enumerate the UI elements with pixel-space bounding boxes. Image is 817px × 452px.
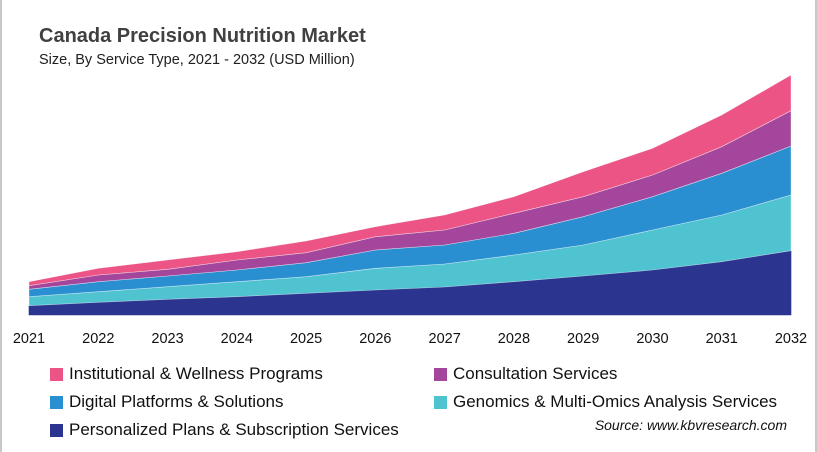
chart-subtitle: Size, By Service Type, 2021 - 2032 (USD … <box>39 52 355 68</box>
x-tick-label: 2021 <box>13 331 45 347</box>
legend-item-institutional: Institutional & Wellness Programs <box>50 364 323 384</box>
x-tick-label: 2028 <box>498 331 530 347</box>
legend-item-personalized: Personalized Plans & Subscription Servic… <box>50 420 399 440</box>
legend-swatch <box>50 367 63 381</box>
legend-item-consultation: Consultation Services <box>434 364 617 384</box>
legend-label: Genomics & Multi-Omics Analysis Services <box>453 392 778 411</box>
legend-swatch <box>434 367 447 381</box>
x-tick-label: 2026 <box>359 331 391 347</box>
legend-swatch <box>50 423 63 437</box>
legend-item-digital: Digital Platforms & Solutions <box>50 392 283 412</box>
x-tick-label: 2027 <box>429 331 461 347</box>
legend-item-genomics: Genomics & Multi-Omics Analysis Services <box>434 392 777 412</box>
legend-label: Personalized Plans & Subscription Servic… <box>69 420 399 439</box>
legend-swatch <box>434 395 447 409</box>
x-tick-label: 2030 <box>636 331 668 347</box>
x-tick-label: 2029 <box>567 331 599 347</box>
x-tick-label: 2023 <box>151 331 183 347</box>
x-tick-label: 2032 <box>775 331 807 347</box>
legend-swatch <box>50 395 63 409</box>
x-tick-label: 2031 <box>706 331 738 347</box>
area-series-4 <box>28 74 792 287</box>
x-tick-label: 2022 <box>82 331 114 347</box>
chart-title: Canada Precision Nutrition Market <box>39 25 366 47</box>
legend-label: Consultation Services <box>453 364 618 383</box>
legend-label: Digital Platforms & Solutions <box>69 392 284 411</box>
legend-label: Institutional & Wellness Programs <box>69 364 323 383</box>
x-tick-label: 2025 <box>290 331 322 347</box>
source-note: Source: www.kbvresearch.com <box>594 417 787 433</box>
x-tick-label: 2024 <box>221 331 253 347</box>
